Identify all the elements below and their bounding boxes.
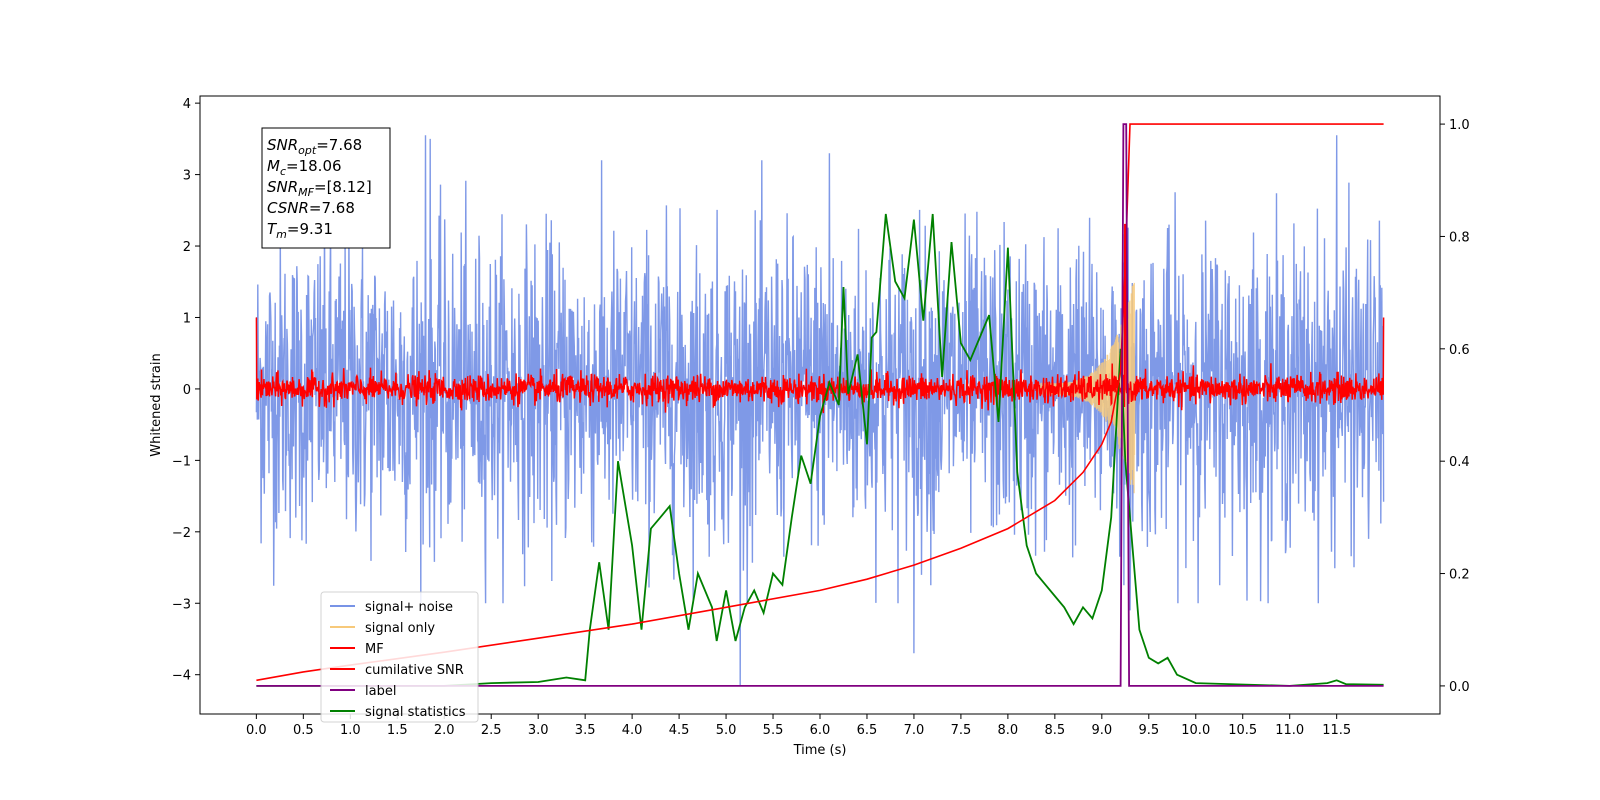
series-line-label [256,123,1384,687]
x-tick-label: 5.0 [716,723,737,738]
legend-label: signal+ noise [365,600,453,615]
x-tick-label: 10.0 [1181,723,1210,738]
x-tick-label: 2.0 [434,723,455,738]
annotation-frame [261,127,391,249]
y-right-tick-label: 0.4 [1449,455,1470,470]
x-tick-label: 0.5 [293,723,314,738]
y-right-tick-label: 1.0 [1449,118,1470,133]
x-tick-label: 7.5 [951,723,972,738]
x-tick-label: 0.0 [246,723,267,738]
series-line-mf [255,223,1385,414]
legend-label: MF [365,642,384,657]
x-tick-label: 8.5 [1045,723,1066,738]
y-tick-label: −1 [172,454,191,469]
y-tick-label: 2 [183,240,191,255]
x-tick-label: 3.0 [528,723,549,738]
y-tick-label: −3 [172,597,191,612]
annotation-line: Tm=9.31 [267,220,333,241]
series-line-signal-noise [255,135,1385,686]
y-axis-right: 0.0 0.2 0.4 0.6 0.8 1.0 [1440,118,1470,695]
y-tick-label: 0 [183,383,191,398]
y-right-tick-label: 0.6 [1449,343,1470,358]
annotation-line: SNRopt=7.68 [267,136,362,157]
y-axis-label: Whitened strain [149,353,164,456]
legend-frame [320,591,479,723]
y-tick-label: 4 [183,97,191,112]
y-tick-label: 1 [183,311,191,326]
x-tick-label: 2.5 [481,723,502,738]
x-tick-label: 8.0 [998,723,1019,738]
y-axis-left: −4 −3 −2 −1 0 1 2 3 4 [172,97,200,684]
x-tick-label: 4.5 [669,723,690,738]
y-tick-label: 3 [183,169,191,184]
x-axis: 0.0 0.5 1.0 1.5 2.0 2.5 3.0 3.5 4.0 4.5 5.0 5.5 6.0 6… [246,714,1351,738]
annotation-line: SNRMF=[8.12] [267,178,372,199]
x-tick-label: 10.5 [1228,723,1257,738]
x-tick-label: 6.0 [810,723,831,738]
x-tick-label: 9.5 [1138,723,1159,738]
x-tick-label: 7.0 [904,723,925,738]
annotation-box: SNRopt=7.68Mc=18.06SNRMF=[8.12]CSNR=7.68… [261,127,391,249]
x-tick-label: 1.5 [387,723,408,738]
legend-label: signal only [365,621,435,636]
legend-label: signal statistics [365,705,466,720]
x-tick-label: 6.5 [857,723,878,738]
x-axis-label: Time (s) [793,743,847,758]
legend-label: cumilative SNR [365,663,464,678]
x-tick-label: 5.5 [763,723,784,738]
y-tick-label: −4 [172,669,191,684]
y-tick-label: −2 [172,526,191,541]
annotation-line: Mc=18.06 [267,157,342,178]
legend: signal+ noise signal only MF cumilative SNR… [320,591,479,723]
x-tick-label: 9.0 [1091,723,1112,738]
x-tick-label: 1.0 [340,723,361,738]
plot-area [255,123,1385,687]
series-line-signal-statistics [256,213,1384,687]
x-tick-label: 11.5 [1322,723,1351,738]
x-tick-label: 11.0 [1275,723,1304,738]
y-right-tick-label: 0.2 [1449,568,1470,583]
legend-label: label [365,684,396,699]
y-right-tick-label: 0.0 [1449,680,1470,695]
annotation-line: CSNR=7.68 [267,199,355,217]
x-tick-label: 3.5 [575,723,596,738]
y-right-tick-label: 0.8 [1449,230,1470,245]
x-tick-label: 4.0 [622,723,643,738]
